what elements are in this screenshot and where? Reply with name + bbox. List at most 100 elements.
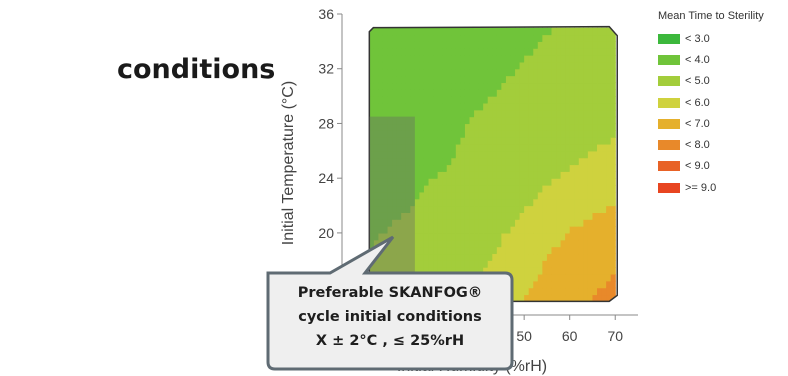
contour-cell xyxy=(419,89,425,97)
contour-cell xyxy=(410,246,416,255)
contour-cell xyxy=(428,219,434,227)
contour-cell xyxy=(505,246,512,255)
contour-cell xyxy=(601,27,607,36)
contour-cell xyxy=(464,75,471,84)
contour-cell xyxy=(423,150,430,159)
contour-cell xyxy=(528,280,534,289)
contour-cell xyxy=(423,191,430,200)
contour-cell xyxy=(414,191,421,200)
contour-cell xyxy=(528,294,534,302)
contour-cell xyxy=(487,267,493,275)
contour-cell xyxy=(515,219,521,227)
contour-cell xyxy=(610,82,616,90)
contour-cell xyxy=(569,260,575,268)
contour-cell xyxy=(396,123,402,131)
contour-cell xyxy=(601,137,607,145)
contour-cell xyxy=(610,75,616,84)
contour-cell xyxy=(474,123,480,131)
contour-cell xyxy=(474,212,480,220)
contour-cell xyxy=(369,61,375,70)
contour-cell xyxy=(528,41,534,49)
contour-cell xyxy=(455,143,461,152)
contour-cell xyxy=(565,55,571,63)
contour-cell xyxy=(587,61,594,70)
contour-cell xyxy=(483,27,489,36)
contour-cell xyxy=(437,150,443,159)
contour-cell xyxy=(510,55,516,63)
contour-cell xyxy=(428,123,434,131)
contour-cell xyxy=(556,96,562,104)
contour-cell xyxy=(410,48,416,56)
contour-cell xyxy=(565,48,571,56)
contour-cell xyxy=(405,48,411,56)
contour-cell xyxy=(396,82,402,90)
contour-cell xyxy=(510,171,516,179)
contour-cell xyxy=(428,82,434,90)
contour-cell xyxy=(551,130,557,138)
contour-cell xyxy=(455,232,461,241)
contour-cell xyxy=(433,178,439,186)
contour-cell xyxy=(442,143,448,152)
contour-cell xyxy=(378,68,384,77)
contour-cell xyxy=(414,137,421,145)
contour-cell xyxy=(442,75,448,84)
contour-cell xyxy=(483,55,489,63)
contour-cell xyxy=(369,96,375,104)
contour-cell xyxy=(478,55,484,63)
contour-cell xyxy=(560,41,566,49)
contour-cell xyxy=(414,212,421,220)
contour-cell xyxy=(387,205,393,213)
contour-cell xyxy=(369,55,375,63)
contour-cell xyxy=(542,41,548,49)
contour-cell xyxy=(551,267,557,275)
contour-cell xyxy=(574,34,580,42)
contour-cell xyxy=(373,150,380,159)
contour-cell xyxy=(592,267,598,275)
contour-cell xyxy=(437,226,443,234)
contour-cell xyxy=(496,212,502,220)
contour-cell xyxy=(533,48,539,56)
contour-cell xyxy=(578,212,584,220)
contour-cell xyxy=(433,239,439,248)
contour-cell xyxy=(569,27,575,36)
contour-cell xyxy=(515,198,521,207)
contour-cell xyxy=(556,198,562,207)
contour-cell xyxy=(542,130,548,138)
contour-cell xyxy=(542,116,548,125)
contour-cell xyxy=(606,260,612,268)
contour-cell xyxy=(428,246,434,255)
contour-cell xyxy=(533,226,539,234)
contour-cell xyxy=(565,150,571,159)
contour-cell xyxy=(574,294,580,302)
contour-cell xyxy=(501,164,507,172)
contour-cell xyxy=(533,27,539,36)
contour-cell xyxy=(373,116,380,125)
contour-cell xyxy=(401,137,407,145)
contour-cell xyxy=(396,109,402,118)
contour-cell xyxy=(505,205,512,213)
contour-cell xyxy=(464,185,471,193)
contour-cell xyxy=(592,260,598,268)
contour-cell xyxy=(496,198,502,207)
contour-cell xyxy=(592,150,598,159)
contour-cell xyxy=(515,246,521,255)
contour-cell xyxy=(392,96,398,104)
contour-cell xyxy=(578,239,584,248)
contour-cell xyxy=(515,34,521,42)
contour-cell xyxy=(423,89,430,97)
contour-cell xyxy=(455,219,461,227)
contour-cell xyxy=(423,143,430,152)
contour-cell xyxy=(464,27,471,36)
contour-cell xyxy=(414,48,421,56)
contour-cell xyxy=(387,267,393,275)
contour-cell xyxy=(551,287,557,296)
contour-cell xyxy=(524,82,530,90)
contour-cell xyxy=(373,219,380,227)
contour-cell xyxy=(487,260,493,268)
contour-cell xyxy=(583,253,589,261)
contour-cell xyxy=(560,232,566,241)
contour-cell xyxy=(460,267,466,275)
contour-cell xyxy=(483,61,489,70)
contour-cell xyxy=(474,55,480,63)
contour-cell xyxy=(483,41,489,49)
